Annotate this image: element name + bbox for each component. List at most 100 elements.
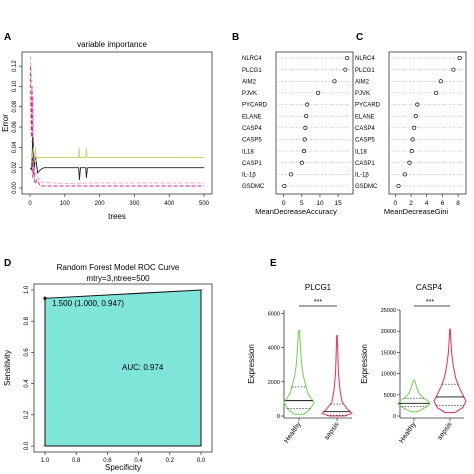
panel-d-subtitle: mtry=3,ntree=500 xyxy=(86,274,150,283)
panel-c-category-label: PYCARD xyxy=(355,103,381,109)
panel-e2-significance-label: *** xyxy=(426,299,434,306)
panel-b-category-label: CASP1 xyxy=(242,161,262,167)
panel-d-x-axis-label: Specificity xyxy=(105,463,141,472)
panel-e1-y-axis-label: Expression xyxy=(247,344,256,384)
panel-a: variable importance 0 100 200 300 400 500 0.0… xyxy=(1,40,213,221)
panel-c-category-label: IL-1β xyxy=(355,173,369,179)
panel-b-category-label: PJVK xyxy=(242,91,257,97)
panel-c-dot xyxy=(457,55,462,61)
panel-a-title: variable importance xyxy=(77,40,147,49)
panel-c-x-axis-label: MeanDecreaseGini xyxy=(384,207,449,216)
panel-a-x-tick-label: 400 xyxy=(164,201,175,207)
panel-b-category-label: PLCG1 xyxy=(242,68,262,74)
panel-d-y-tick-label: 1.0 xyxy=(24,285,30,294)
panel-d-auc-label: AUC: 0.974 xyxy=(122,363,164,372)
panel-b-x-tick-label: 10 xyxy=(316,200,324,207)
panel-e-casp4: CASP4 *** 0 5000 10000 15000 20000 25000 Heal… xyxy=(360,283,467,445)
panel-label-c: C xyxy=(356,32,363,43)
panel-c-x-tick-label: 6 xyxy=(441,200,445,207)
panel-b-dot xyxy=(345,55,350,61)
panel-e1-violin-sepsis xyxy=(321,335,353,417)
panel-e2-y-tick-label: 5000 xyxy=(384,393,396,399)
panel-c-x-tick-label: 0 xyxy=(394,200,398,207)
panel-e1-x-tick-label: sepsis xyxy=(324,421,341,442)
panel-a-error-line xyxy=(29,55,204,185)
panel-b-category-label: CASP5 xyxy=(242,138,262,144)
panel-c-x-tick-label: 4 xyxy=(425,200,429,207)
panel-e2-violin-sepsis xyxy=(433,328,467,414)
panel-d-y-tick-label: 0.4 xyxy=(24,379,30,388)
panel-label-a: A xyxy=(4,32,11,43)
panel-b-category-label: NLRC4 xyxy=(242,56,262,62)
panel-e1-y-tick-label: 4000 xyxy=(268,346,280,352)
panel-c-dot xyxy=(396,183,401,189)
panel-c-dot xyxy=(415,102,420,107)
panel-a-y-tick-label: 0.08 xyxy=(12,100,18,112)
panel-c-category-label: CASP5 xyxy=(355,138,375,144)
panel-c-category-label: NLRC4 xyxy=(355,56,375,62)
panel-c-dot xyxy=(407,160,412,165)
panel-b-plot-frame xyxy=(275,51,354,195)
panel-e2-y-tick-label: 20000 xyxy=(381,329,396,335)
panel-b-dot xyxy=(302,137,307,142)
panel-b-category-label: IL-1β xyxy=(242,173,256,179)
panel-b-dot xyxy=(303,125,308,130)
panel-d-x-tick-label: 0.8 xyxy=(72,458,81,464)
panel-a-y-tick-label: 0.06 xyxy=(12,121,18,133)
panel-b-dot xyxy=(305,102,310,107)
panel-c: NLRC4 PLCG1 AIM2 PJVK PYCARD ELANE CASP4 CASP5 I… xyxy=(355,51,467,216)
panel-a-plot-frame xyxy=(21,51,213,195)
panel-c-dot xyxy=(409,149,414,154)
panel-c-category-label: GSDMC xyxy=(355,184,378,190)
panel-c-dot xyxy=(412,125,417,130)
panel-d-x-tick-label: 1.0 xyxy=(41,458,50,464)
panel-a-y-tick-label: 0.04 xyxy=(12,141,18,153)
panel-c-category-label: CASP4 xyxy=(355,126,375,132)
panel-d-y-axis-label: Sensitivity xyxy=(3,350,12,386)
panel-c-dot xyxy=(402,172,407,177)
panel-a-y-tick-label: 0.10 xyxy=(12,80,18,92)
panel-b-category-label: IL18 xyxy=(242,149,254,155)
panel-b-dot xyxy=(332,79,337,84)
panel-b-dot xyxy=(301,149,307,154)
panel-a-x-axis-label: trees xyxy=(108,212,126,221)
panel-d-threshold-label: 1.500 (1.000, 0.947) xyxy=(52,299,124,308)
panel-e1-title: PLCG1 xyxy=(305,283,332,292)
panel-c-category-label: AIM2 xyxy=(355,79,370,85)
panel-a-y-tick-label: 0.12 xyxy=(12,60,18,72)
panel-e1-violin-healthy xyxy=(283,329,315,415)
panel-c-dot xyxy=(451,67,456,72)
panel-e-plcg1: PLCG1 *** 0 2000 4000 6000 Healthy sepsis Ex… xyxy=(247,283,353,445)
panel-a-x-tick-label: 0 xyxy=(28,201,32,207)
panel-a-y-tick-label: 0.00 xyxy=(12,182,18,194)
panel-b-dot xyxy=(299,160,304,165)
panel-d-x-tick-label: 0.6 xyxy=(103,458,112,464)
panel-b: NLRC4 PLCG1 AIM2 PJVK PYCARD ELANE CASP4 CASP5 I… xyxy=(242,51,354,216)
panel-d-x-tick-label: 0.2 xyxy=(166,458,175,464)
panel-b-category-label: CASP4 xyxy=(242,126,262,132)
panel-label-b: B xyxy=(232,32,239,43)
panel-b-dot xyxy=(288,172,293,177)
panel-e2-title: CASP4 xyxy=(416,283,443,292)
panel-b-x-tick-label: 5 xyxy=(300,200,304,207)
panel-b-dot xyxy=(316,90,321,95)
panel-e2-violin-healthy xyxy=(397,379,431,413)
panel-c-x-tick-label: 8 xyxy=(456,200,460,207)
panel-d-roc-area xyxy=(44,289,202,447)
panel-e1-y-tick-label: 0 xyxy=(277,414,280,420)
panel-c-x-tick-label: 2 xyxy=(409,200,413,207)
panel-a-error-line xyxy=(29,137,204,180)
panel-d-y-tick-label: 0.6 xyxy=(24,348,30,357)
panel-c-dot xyxy=(438,79,443,84)
panel-c-category-label: PJVK xyxy=(355,91,370,97)
panel-e1-y-tick-label: 2000 xyxy=(268,380,280,386)
panel-d-y-tick-label: 0.2 xyxy=(24,410,30,419)
panel-b-category-label: PYCARD xyxy=(242,103,268,109)
panel-e1-x-tick-label: Healthy xyxy=(283,421,303,445)
panel-d-y-tick-label: 0.0 xyxy=(24,441,30,450)
panel-e1-significance-label: *** xyxy=(314,299,322,306)
panel-b-x-tick-label: 0 xyxy=(282,200,286,207)
panel-e2-y-tick-label: 0 xyxy=(393,414,396,420)
panel-c-category-label: IL18 xyxy=(355,149,367,155)
panel-c-category-label: CASP1 xyxy=(355,161,375,167)
